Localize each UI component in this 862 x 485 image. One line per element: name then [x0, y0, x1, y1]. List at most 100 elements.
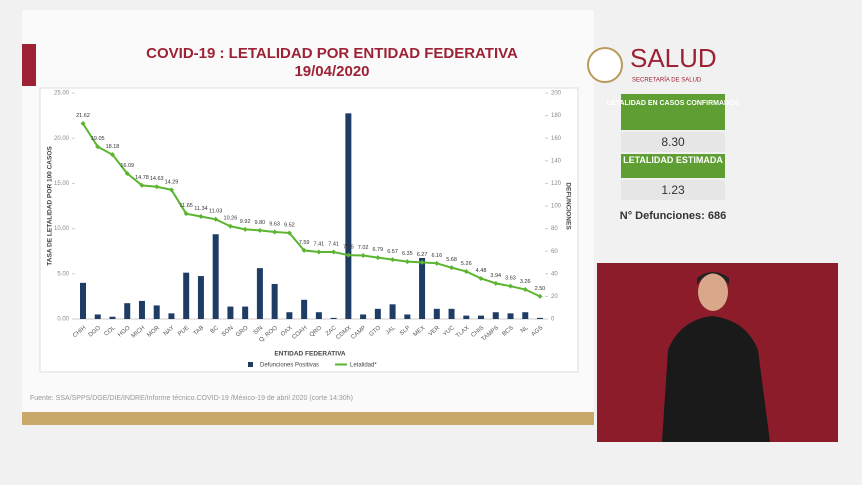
panel-value: 8.30 — [661, 135, 685, 149]
data-label: 11.34 — [194, 206, 207, 212]
data-label: 6.27 — [417, 252, 428, 258]
line-marker — [109, 152, 115, 158]
y2-tick-label: 120 — [551, 181, 562, 187]
y-tick-label: 5.00 — [57, 271, 69, 277]
data-label: 5.26 — [461, 261, 472, 267]
bar — [197, 276, 204, 319]
data-label: 9.92 — [240, 219, 251, 225]
legend-swatch — [248, 362, 253, 367]
bar — [256, 268, 263, 319]
bar — [389, 304, 396, 319]
x-tick-label: NL — [520, 325, 530, 335]
slide-band — [22, 412, 594, 425]
data-label: 19.05 — [91, 136, 105, 142]
data-label: 6.35 — [402, 251, 413, 257]
y2-tick-label: 100 — [551, 204, 562, 210]
line-marker — [286, 230, 292, 236]
y2-tick-label: 180 — [551, 113, 562, 119]
data-label: 2.50 — [535, 286, 546, 292]
logo-subtitle: SECRETARÍA DE SALUD — [632, 77, 702, 84]
slide-accent — [22, 44, 36, 86]
data-label: 7.41 — [314, 241, 325, 247]
line-marker — [508, 283, 514, 289]
data-label: 6.57 — [387, 249, 398, 255]
x-tick-label: SIN — [253, 325, 265, 336]
x-axis-title: ENTIDAD FEDERATIVA — [274, 351, 346, 358]
line-marker — [95, 144, 101, 150]
line-marker — [227, 223, 233, 229]
data-label: 14.29 — [165, 179, 179, 185]
y-axis-title: TASA DE LETALIDAD POR 100 CASOS — [47, 146, 54, 266]
line-marker — [331, 249, 337, 255]
data-label: 11.65 — [180, 203, 193, 209]
line-marker — [419, 259, 425, 265]
panel-label: LETALIDAD EN CASOS CONFIRMADOS — [607, 100, 740, 107]
line-marker — [139, 182, 145, 188]
bar — [537, 317, 543, 319]
data-label: 7.59 — [299, 240, 310, 246]
bar — [315, 312, 322, 319]
bar — [345, 113, 352, 319]
line-marker — [390, 257, 396, 263]
data-label: 14.78 — [135, 175, 149, 181]
line-marker — [478, 276, 484, 282]
line-marker — [522, 287, 528, 293]
panel-label-box — [621, 154, 725, 178]
line-marker — [375, 255, 381, 261]
x-tick-label: JAL — [385, 325, 397, 337]
line-marker — [434, 260, 440, 266]
y2-tick-label: 0 — [551, 317, 555, 323]
panel-label-box — [621, 94, 725, 130]
data-label: 7.02 — [358, 245, 369, 251]
y2-tick-label: 160 — [551, 136, 562, 142]
bar — [433, 308, 440, 319]
data-label: 10.26 — [224, 216, 238, 222]
line-marker — [80, 121, 86, 127]
y2-tick-label: 200 — [551, 91, 562, 97]
y2-tick-label: 60 — [551, 249, 558, 255]
source: Fuente: SSA/SPPS/DGE/DIE/INDRE/Informe t… — [30, 395, 353, 402]
bar — [242, 306, 249, 319]
data-label: 14.63 — [150, 176, 164, 182]
line-marker — [404, 259, 410, 265]
y-tick-label: 15.00 — [54, 181, 70, 187]
bar — [301, 299, 308, 319]
bar — [374, 308, 381, 319]
data-label: 7.41 — [328, 241, 339, 247]
bar — [330, 317, 337, 319]
line-marker — [493, 280, 499, 286]
line-marker — [168, 187, 174, 193]
y2-tick-label: 40 — [551, 271, 558, 277]
interpreter-hair — [697, 272, 729, 285]
y2-tick-label: 80 — [551, 226, 558, 232]
line-marker — [198, 213, 204, 219]
x-tick-label: BC — [210, 325, 221, 335]
panel-value: 1.23 — [661, 183, 685, 197]
line-marker — [345, 252, 351, 258]
bar — [168, 313, 175, 319]
y-tick-label: 25.00 — [54, 91, 70, 97]
data-label: 9.80 — [255, 220, 266, 226]
chart-subtitle: 19/04/2020 — [294, 63, 369, 80]
bar — [404, 314, 411, 319]
bar — [153, 305, 160, 319]
line-marker — [154, 184, 160, 190]
data-label: 16.09 — [120, 163, 134, 169]
bar — [212, 234, 219, 319]
line-marker — [183, 211, 189, 217]
line-marker — [463, 268, 469, 274]
chart-title: COVID-19 : LETALIDAD POR ENTIDAD FEDERAT… — [146, 45, 518, 62]
line-marker — [272, 229, 278, 235]
bar — [94, 314, 101, 319]
x-tick-label: TAB — [193, 325, 205, 337]
legend-label: Letalidad* — [350, 363, 377, 369]
line-marker — [537, 293, 543, 299]
data-label: 7.06 — [343, 245, 354, 251]
y-tick-label: 20.00 — [54, 136, 70, 142]
data-label: 3.26 — [520, 279, 531, 285]
bar — [109, 316, 116, 319]
chart-frame — [39, 87, 579, 373]
line-marker — [360, 253, 366, 259]
bar — [478, 315, 485, 319]
